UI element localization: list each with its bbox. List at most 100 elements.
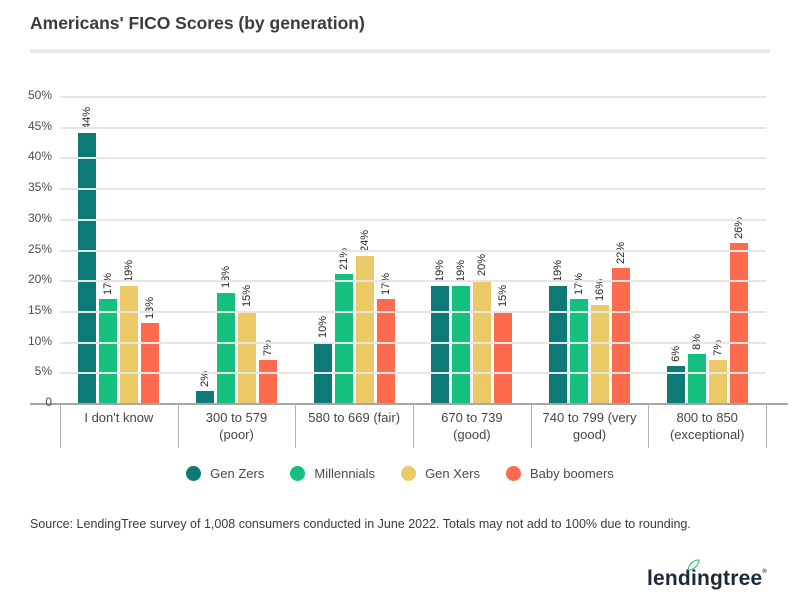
bar-cell: 15%: [238, 96, 256, 403]
y-axis-tick-label: 50%: [27, 88, 52, 102]
bar: [666, 366, 685, 403]
gridline: [60, 157, 766, 159]
bar-data-label: 19%: [123, 260, 136, 283]
page-title: Americans' FICO Scores (by generation): [30, 13, 365, 33]
bar-group: 6% 8%7%26%: [648, 96, 766, 403]
lendingtree-logo: lendi ngtree®: [646, 558, 767, 591]
legend-color-dot: [505, 466, 521, 481]
title-divider: [30, 49, 770, 53]
bar: [431, 286, 450, 403]
bar: [452, 286, 471, 403]
bar-cell: 17%: [376, 96, 395, 403]
category-axis: I don't know 300 to 579 (poor) 580 to 669 …: [60, 409, 766, 448]
logo-text-ngtree: ngtree: [696, 567, 763, 590]
legend-color-dot: [401, 466, 417, 481]
bar: [591, 304, 610, 403]
y-axis-tick-label: 45%: [27, 119, 52, 133]
y-axis-tick-label: 10%: [27, 334, 52, 348]
category-divider: [530, 403, 532, 448]
category-label: 670 to 739 (good): [441, 410, 503, 442]
legend-item: Millennials: [290, 466, 375, 481]
bar: [238, 310, 256, 403]
bar-group: 2% 18% 15% 7%: [178, 96, 296, 403]
legend: Gen Zers Millennials Gen Xers Baby boomers: [0, 466, 800, 481]
bar: [376, 298, 395, 403]
bar-data-label: 22%: [615, 241, 628, 264]
bar-cell: 6%: [666, 96, 685, 403]
y-axis-tick-label: 40%: [27, 149, 52, 163]
legend-item: Baby boomers: [505, 466, 614, 481]
bar-cell: 15%: [494, 96, 513, 403]
bar: [196, 390, 214, 403]
bar-data-label: 16%: [594, 278, 607, 301]
bar: [549, 286, 568, 403]
gridline: [60, 311, 766, 313]
y-axis-tick-label: 25%: [27, 242, 52, 256]
bar-cell: 17%: [570, 96, 589, 403]
legend-label: Baby boomers: [529, 466, 614, 481]
bar-cell: 8%: [687, 96, 706, 403]
legend-label: Gen Xers: [425, 466, 480, 481]
y-axis-tick-label: 30%: [27, 211, 52, 225]
bar: [708, 360, 727, 403]
bar-cell: 7%: [259, 96, 277, 403]
bar-data-label: 10%: [316, 315, 329, 338]
bar: [334, 274, 353, 403]
bar-cell: 21%: [334, 96, 353, 403]
bar-data-label: 24%: [358, 229, 371, 252]
bar-data-label: 13%: [144, 297, 157, 320]
bar: [355, 255, 374, 403]
category-divider: [766, 403, 767, 448]
bar: [687, 353, 706, 403]
bar-data-label: 19%: [552, 260, 565, 283]
legend-item: Gen Zers: [186, 466, 264, 481]
legend-label: Gen Zers: [210, 466, 265, 481]
bar: [729, 243, 748, 403]
legend-color-dot: [186, 466, 202, 481]
bar-cell: 17%: [99, 96, 118, 403]
bar-data-label: 6%: [669, 346, 682, 363]
plot-area: 44% 17% 19% 13% 2% 18% 15% 7% 10% 21% 24% 17% 19% 19%…: [60, 96, 766, 403]
bar-group: 19% 17% 16% 22%: [531, 96, 649, 403]
bar: [99, 298, 118, 403]
gridline: [60, 280, 766, 282]
category-label: 800 to 850 (exceptional): [669, 410, 745, 442]
bar-data-label: 20%: [476, 254, 489, 277]
y-axis-tick-label: 0: [45, 395, 52, 409]
source-note: Source: LendingTree survey of 1,008 cons…: [30, 517, 691, 531]
y-axis-tick-label: 20%: [27, 272, 52, 286]
category-label: I don't know: [84, 410, 154, 425]
category-divider: [177, 403, 179, 448]
category-label: 740 to 799 (very good): [542, 410, 637, 442]
bar-cell: 22%: [612, 96, 631, 403]
bar-cell: 18%: [217, 96, 235, 403]
bar: [259, 360, 277, 403]
y-axis-tick-label: 35%: [27, 180, 52, 194]
gridline: [60, 342, 766, 344]
gridline: [60, 219, 766, 221]
gridline: [60, 188, 766, 190]
bar: [78, 132, 97, 403]
category-label: 580 to 669 (fair): [308, 410, 401, 425]
bar-data-label: 15%: [241, 284, 253, 307]
bar: [217, 292, 235, 403]
bar-data-label: 17%: [102, 272, 115, 295]
y-axis-tick-label: 5%: [34, 364, 52, 378]
logo-text-lend: lend: [646, 567, 691, 590]
bar-cell: 2%: [196, 96, 214, 403]
bar: [494, 310, 513, 403]
bar-data-label: 19%: [455, 260, 468, 283]
legend-label: Millennials: [314, 466, 376, 481]
bar-cell: 26%: [729, 96, 748, 403]
bar-data-label: 17%: [573, 272, 586, 295]
bar-data-label: 17%: [379, 272, 392, 295]
y-axis-tick-label: 15%: [27, 303, 52, 317]
bar: [570, 298, 589, 403]
bar: [120, 286, 139, 403]
bar-data-label: 44%: [81, 106, 94, 129]
legend-color-dot: [290, 466, 306, 481]
bar-data-label: 18%: [220, 266, 232, 289]
bar: [141, 323, 160, 403]
gridline: [60, 372, 766, 374]
